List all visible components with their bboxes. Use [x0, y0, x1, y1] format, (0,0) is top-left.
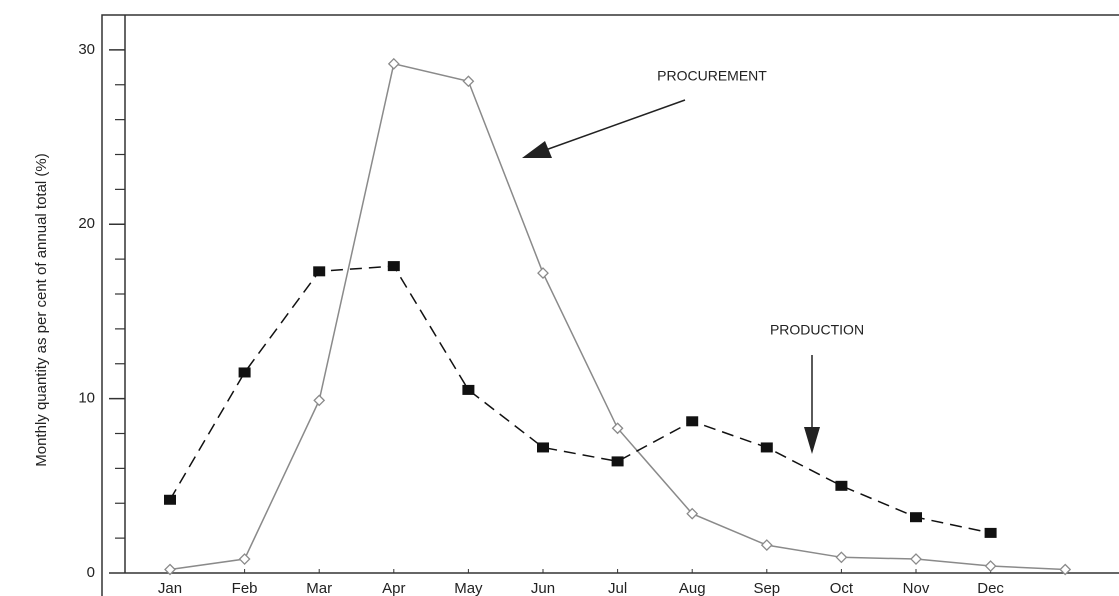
marker	[760, 539, 773, 552]
x-tick-label: Dec	[977, 580, 1004, 596]
series-line	[169, 62, 1066, 571]
marker	[984, 560, 997, 572]
y-tick-label: 30	[78, 41, 95, 58]
y-tick-label: 10	[78, 390, 95, 407]
marker	[462, 75, 475, 88]
marker	[387, 261, 400, 272]
marker	[910, 553, 922, 565]
x-tick-label: Nov	[903, 580, 930, 596]
y-axis-label: Monthly quantity as per cent of annual t…	[33, 153, 50, 467]
x-tick-label: Apr	[382, 580, 405, 596]
y-tick-label: 20	[78, 215, 95, 232]
marker	[611, 422, 624, 435]
marker	[686, 416, 699, 427]
marker	[238, 367, 251, 378]
marker	[611, 456, 624, 467]
x-tick-label: Oct	[830, 580, 854, 596]
x-tick-label: Feb	[232, 580, 258, 596]
marker	[686, 507, 699, 520]
marker	[313, 266, 326, 277]
annotation: PROCUREMENT	[657, 68, 767, 84]
annotation: PRODUCTION	[770, 322, 864, 338]
marker	[164, 494, 176, 505]
marker	[537, 267, 549, 279]
x-tick-label: Jan	[158, 580, 182, 596]
marker	[760, 442, 773, 453]
arrow	[804, 355, 820, 454]
series-line	[169, 265, 991, 534]
marker	[835, 480, 848, 491]
marker	[537, 442, 549, 453]
x-tick-label: Jul	[608, 580, 627, 596]
marker	[238, 553, 251, 565]
marker	[164, 563, 176, 576]
arrow	[522, 99, 686, 158]
marker	[984, 527, 997, 538]
chart-frame	[101, 14, 1119, 596]
x-tick-label: Sep	[753, 580, 780, 596]
x-tick-label: Aug	[679, 580, 706, 596]
marker	[1059, 563, 1072, 576]
marker	[462, 384, 475, 395]
marker	[313, 394, 326, 407]
x-tick-label: Mar	[306, 580, 332, 596]
marker	[910, 512, 922, 523]
marker	[387, 57, 400, 70]
y-tick-label: 0	[87, 564, 95, 581]
x-tick-label: Jun	[531, 580, 555, 596]
marker	[835, 551, 848, 564]
x-tick-label: May	[454, 580, 483, 596]
